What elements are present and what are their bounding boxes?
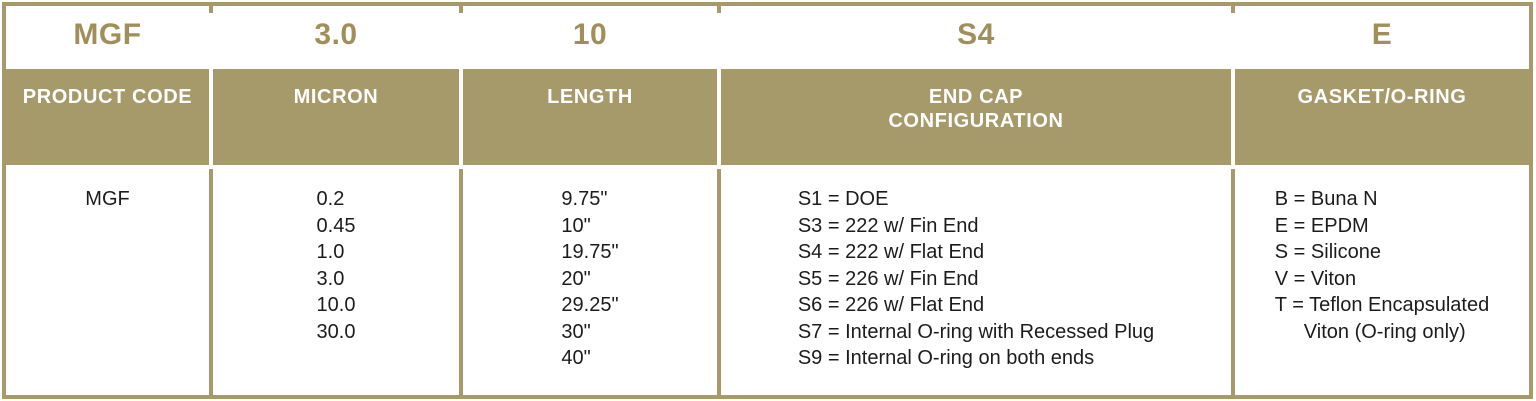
length-value: 30" xyxy=(561,320,591,343)
length-value: 19.75" xyxy=(561,241,619,263)
header-end-cap-line1: END CAP xyxy=(928,86,1024,108)
gasket-option: E = EPDM xyxy=(1274,214,1369,237)
end-cap-option: S4 = 222 w/ Flat End xyxy=(797,241,985,263)
row-divider xyxy=(6,165,1529,169)
column-tick xyxy=(209,6,213,64)
gasket-option: S = Silicone xyxy=(1274,241,1381,263)
code-value-product-code: MGF xyxy=(6,6,209,64)
header-product-code: PRODUCT CODE xyxy=(6,69,209,165)
micron-value: 3.0 xyxy=(316,267,345,290)
header-micron: MICRON xyxy=(213,69,459,165)
micron-value: 0.45 xyxy=(316,214,356,237)
gasket-option: T = Teflon Encapsulated xyxy=(1274,294,1490,316)
product-code-value: MGF xyxy=(85,188,130,210)
length-list: 9.75" 10" 19.75" 20" 29.25" 30" 40" xyxy=(561,186,618,372)
code-value-micron: 3.0 xyxy=(213,6,459,64)
gasket-option: B = Buna N xyxy=(1274,188,1378,210)
end-cap-list: S1 = DOE S3 = 222 w/ Fin End S4 = 222 w/… xyxy=(798,186,1154,372)
body-cell-micron: 0.2 0.45 1.0 3.0 10.0 30.0 xyxy=(213,169,459,395)
end-cap-option: S3 = 222 w/ Fin End xyxy=(797,214,979,237)
end-cap-option: S5 = 226 w/ Fin End xyxy=(797,267,979,290)
header-length: LENGTH xyxy=(463,69,717,165)
length-value: 29.25" xyxy=(561,294,619,316)
end-cap-option: S7 = Internal O-ring with Recessed Plug xyxy=(797,320,1155,343)
length-value: 10" xyxy=(561,214,591,237)
column-divider xyxy=(717,169,721,395)
length-value: 20" xyxy=(561,267,591,290)
micron-value: 1.0 xyxy=(316,241,345,263)
column-gap xyxy=(1231,69,1235,165)
end-cap-option: S6 = 226 w/ Flat End xyxy=(797,294,985,316)
code-value-length: 10 xyxy=(463,6,717,64)
gasket-list: B = Buna N E = EPDM S = Silicone V = Vit… xyxy=(1275,186,1489,345)
header-end-cap-configuration: END CAP CONFIGURATION xyxy=(721,69,1231,165)
length-value: 9.75" xyxy=(561,188,608,210)
micron-value: 30.0 xyxy=(316,320,356,343)
body-cell-gasket: B = Buna N E = EPDM S = Silicone V = Vit… xyxy=(1235,169,1529,395)
header-gasket-o-ring: GASKET/O-RING xyxy=(1235,69,1529,165)
end-cap-option: S1 = DOE xyxy=(797,188,889,210)
body-cell-length: 9.75" 10" 19.75" 20" 29.25" 30" 40" xyxy=(463,169,717,395)
column-divider xyxy=(209,169,213,395)
body-cell-product-code: MGF xyxy=(6,169,209,395)
column-gap xyxy=(209,69,213,165)
column-gap xyxy=(717,69,721,165)
micron-value: 0.2 xyxy=(316,188,345,210)
column-gap xyxy=(459,69,463,165)
column-tick xyxy=(717,6,721,64)
gasket-option-continuation: Viton (O-ring only) xyxy=(1303,320,1466,343)
length-value: 40" xyxy=(561,347,591,369)
body-cell-end-cap: S1 = DOE S3 = 222 w/ Fin End S4 = 222 w/… xyxy=(721,169,1231,395)
row-divider xyxy=(6,64,1529,69)
end-cap-option: S9 = Internal O-ring on both ends xyxy=(797,347,1095,369)
column-divider xyxy=(459,169,463,395)
column-divider xyxy=(1231,169,1235,395)
code-value-end-cap: S4 xyxy=(721,6,1231,64)
code-value-gasket: E xyxy=(1235,6,1529,64)
column-tick xyxy=(1231,6,1235,64)
gasket-option: V = Viton xyxy=(1274,267,1357,290)
column-tick xyxy=(459,6,463,64)
micron-list: 0.2 0.45 1.0 3.0 10.0 30.0 xyxy=(317,186,356,345)
header-end-cap-line2: CONFIGURATION xyxy=(888,110,1064,132)
micron-value: 10.0 xyxy=(316,294,356,316)
